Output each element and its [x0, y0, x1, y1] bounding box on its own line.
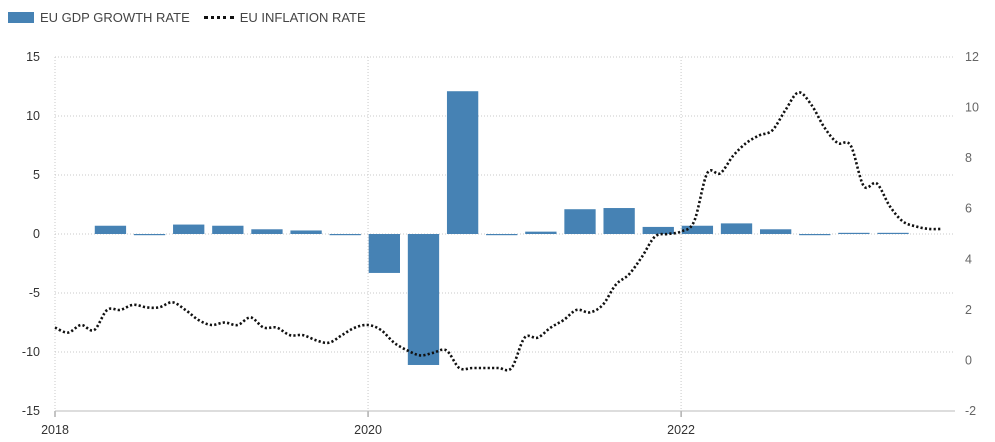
gdp-bar [642, 226, 674, 234]
y-left-tick-label: 10 [26, 109, 40, 123]
gdp-bar [720, 223, 753, 234]
gdp-bar [329, 234, 361, 236]
y-right-tick-label: 8 [965, 151, 972, 165]
gdp-bar [407, 234, 440, 365]
gdp-bar [173, 224, 205, 234]
y-right-tick-label: 0 [965, 353, 972, 367]
gdp-bar [290, 230, 322, 234]
inflation-series-line [54, 91, 943, 372]
gdp-bar [838, 232, 870, 235]
gdp-bar [251, 229, 283, 234]
y-right-tick-label: 6 [965, 202, 972, 216]
gdp-bar [877, 232, 909, 235]
gdp-bars [94, 91, 909, 365]
gdp-bar [681, 225, 714, 234]
legend-item-inflation[interactable]: EU INFLATION RATE [203, 9, 366, 25]
legend-swatch-inflation [203, 15, 234, 19]
gdp-bar [368, 234, 400, 273]
y-left-tick-label: -10 [22, 345, 40, 359]
gdp-bar [799, 234, 831, 236]
gdp-bar [212, 225, 244, 234]
y-right-tick-label: 4 [965, 252, 972, 266]
y-right-tick-label: -2 [965, 404, 976, 418]
gdp-bar [525, 231, 557, 234]
gdp-bar [486, 234, 518, 236]
y-left-tick-label: -15 [22, 404, 40, 418]
y-left-tick-label: 0 [33, 227, 40, 241]
gdp-bar [564, 209, 596, 234]
gdp-bar [133, 234, 166, 236]
y-left-tick-label: -5 [29, 286, 40, 300]
y-left-tick-label: 15 [26, 50, 40, 64]
legend-item-gdp[interactable]: EU GDP GROWTH RATE [8, 10, 190, 25]
axis-labels: 15 10 5 0 -5 -10 -15 12 10 8 6 4 2 0 -2 2018 2020 2022 [22, 50, 979, 437]
gdp-bar [446, 91, 479, 234]
legend-label-gdp: EU GDP GROWTH RATE [40, 9, 190, 25]
legend-swatch-gdp [8, 11, 34, 23]
y-right-tick-label: 10 [965, 101, 979, 115]
grid-lines [54, 56, 955, 417]
chart-legend: EU GDP GROWTH RATE EU INFLATION RATE [8, 6, 380, 28]
y-right-tick-label: 2 [965, 303, 972, 317]
x-tick-label: 2020 [354, 423, 382, 437]
y-right-tick-label: 12 [965, 50, 979, 64]
x-tick-label: 2018 [41, 423, 69, 437]
gdp-bar [760, 229, 792, 234]
y-left-tick-label: 5 [33, 168, 40, 182]
gdp-bar [603, 208, 635, 234]
legend-label-inflation: EU INFLATION RATE [239, 9, 366, 25]
x-tick-label: 2022 [667, 423, 695, 437]
gdp-bar [94, 225, 127, 234]
inflation-line [54, 91, 943, 372]
